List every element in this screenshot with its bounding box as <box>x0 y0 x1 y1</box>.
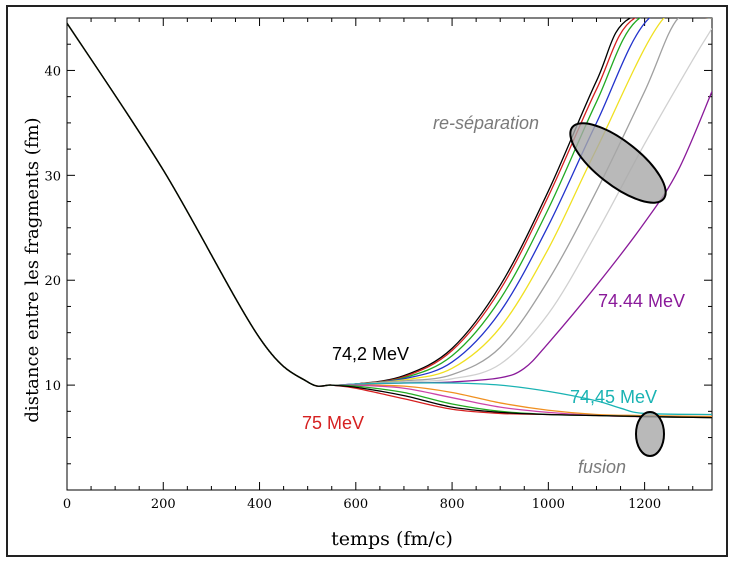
axes: 0 200 400 600 800 1000 1200 10 20 30 40 <box>44 17 713 512</box>
series-line-8 <box>67 22 712 388</box>
x-tick-label: 1000 <box>532 497 565 512</box>
x-tick-label: 0 <box>63 497 71 512</box>
y-tick-label: 10 <box>44 379 61 394</box>
series-line-13 <box>67 22 712 419</box>
label-74-44-mev: 74.44 MeV <box>598 291 685 311</box>
y-tick-label: 20 <box>44 274 61 289</box>
series-line-7 <box>67 22 712 388</box>
x-tick-label: 600 <box>343 497 368 512</box>
x-axis-label: temps (fm/c) <box>331 528 453 550</box>
x-tick-label: 200 <box>151 497 176 512</box>
label-74-2-mev: 74,2 MeV <box>332 344 409 364</box>
y-tick-label: 30 <box>44 169 61 184</box>
y-tick-label: 40 <box>44 64 61 79</box>
figure-frame <box>6 5 728 557</box>
x-tick-label: 400 <box>247 497 272 512</box>
fusion-ellipse <box>635 411 665 457</box>
y-axis-label: distance entre les fragments (fm) <box>22 117 43 422</box>
x-tick-label: 1200 <box>628 497 661 512</box>
x-tick-label: 800 <box>440 497 465 512</box>
label-fusion: fusion <box>578 457 626 477</box>
reseparation-ellipse <box>569 122 667 204</box>
label-74-45-mev: 74,45 MeV <box>570 387 657 407</box>
label-reseparation: re-séparation <box>433 113 539 133</box>
region-markers <box>569 122 667 457</box>
label-75-mev: 75 MeV <box>302 413 364 433</box>
plot-area <box>66 17 713 491</box>
